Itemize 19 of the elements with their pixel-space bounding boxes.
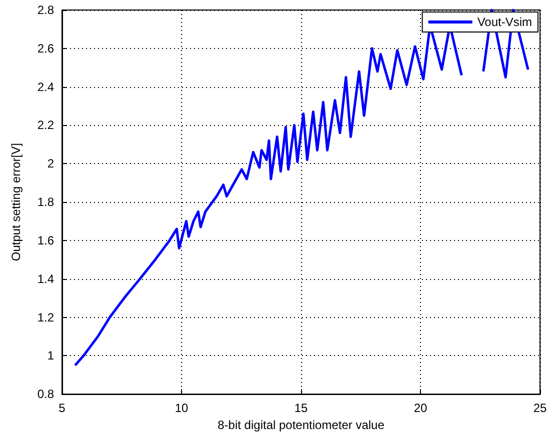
x-tick-label: 10 xyxy=(174,401,188,416)
x-tick-label: 15 xyxy=(294,401,308,416)
x-tick-label: 20 xyxy=(414,401,428,416)
y-tick-label: 1.2 xyxy=(37,310,54,324)
legend-label: Vout-Vsim xyxy=(477,15,532,29)
x-tick-label: 5 xyxy=(58,401,66,416)
y-tick-label: 2.6 xyxy=(37,41,54,56)
y-tick-label: 1.8 xyxy=(37,195,54,210)
y-tick-label: 0.8 xyxy=(37,387,54,402)
y-tick-label: 1.4 xyxy=(37,272,54,286)
y-tick-label: 1 xyxy=(47,348,54,363)
y-tick-label: 2.4 xyxy=(37,80,54,94)
y-tick-label: 1.6 xyxy=(37,233,54,248)
y-tick-label: 2 xyxy=(47,156,54,171)
x-axis-title: 8-bit digital potentiometer value xyxy=(218,418,385,432)
y-tick-label: 2.2 xyxy=(37,118,54,132)
y-tick-label: 2.8 xyxy=(37,3,54,17)
x-tick-label: 25 xyxy=(533,401,547,416)
y-axis-title: Output setting error[V] xyxy=(9,143,23,262)
